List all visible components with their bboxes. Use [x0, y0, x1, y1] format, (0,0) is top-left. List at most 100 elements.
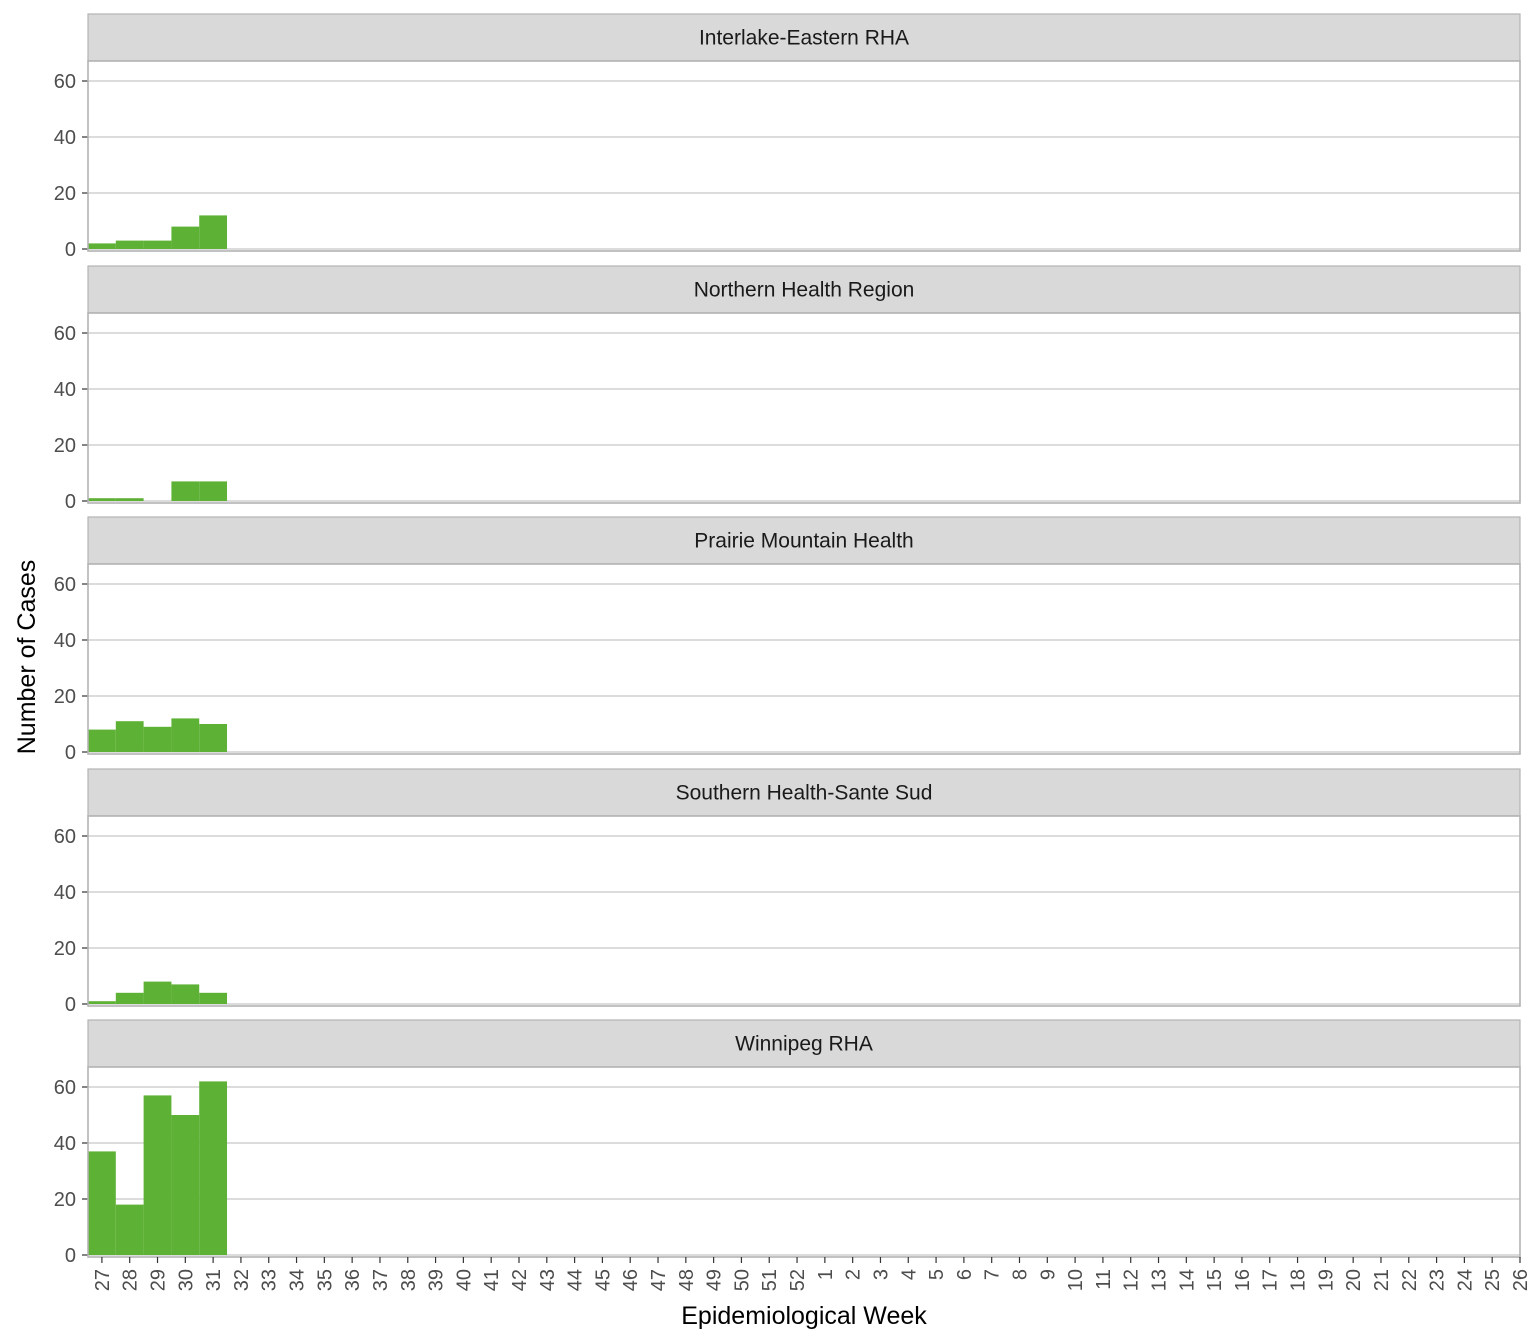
- x-tick-label: 11: [1093, 1269, 1115, 1290]
- y-tick-label: 20: [54, 183, 76, 205]
- panel-border: [87, 60, 1521, 252]
- bar: [115, 992, 144, 1004]
- x-axis-title: Epidemiological Week: [681, 1302, 927, 1330]
- panel-background: [88, 1067, 1520, 1257]
- x-tick-label: 28: [120, 1269, 142, 1291]
- panel-background: [88, 564, 1520, 754]
- y-tick-label: 60: [54, 1077, 76, 1099]
- x-tick-label: 40: [453, 1269, 475, 1291]
- x-tick-label: 49: [704, 1269, 726, 1291]
- x-tick-label: 41: [481, 1269, 503, 1291]
- x-tick-label: 23: [1427, 1269, 1449, 1291]
- y-tick-label: 20: [54, 686, 76, 708]
- x-tick-label: 50: [731, 1269, 753, 1291]
- bar: [143, 726, 172, 752]
- panel-1: Interlake-Eastern RHA 0 20 40 60: [54, 13, 1521, 261]
- y-tick-label: 40: [54, 882, 76, 904]
- x-tick-label: 32: [231, 1269, 253, 1291]
- x-tick-label: 24: [1454, 1269, 1476, 1291]
- panel-strip: [87, 13, 1521, 62]
- panel-background: [88, 313, 1520, 503]
- x-axis: 27 28 29 30 31 32 33 34 35 36 37 38 39 40 41 42 43 44 45 46…: [92, 1257, 1532, 1291]
- x-tick-label: 48: [676, 1269, 698, 1291]
- y-tick-label: 60: [54, 574, 76, 596]
- x-tick-label: 9: [1037, 1269, 1059, 1280]
- panel-background: [88, 61, 1520, 251]
- x-tick-label: 27: [92, 1269, 114, 1291]
- y-tick-label: 40: [54, 630, 76, 652]
- x-tick-label: 26: [1510, 1269, 1532, 1291]
- x-tick-label: 30: [175, 1269, 197, 1291]
- bar: [143, 1095, 172, 1255]
- bar: [171, 718, 200, 752]
- bar: [143, 981, 172, 1004]
- x-tick-label: 4: [898, 1269, 920, 1280]
- x-tick-label: 8: [1009, 1269, 1031, 1280]
- x-tick-label: 34: [287, 1269, 309, 1291]
- bar: [88, 498, 116, 501]
- x-tick-label: 6: [954, 1269, 976, 1280]
- x-tick-label: 15: [1204, 1269, 1226, 1291]
- bar: [88, 729, 116, 752]
- y-tick-label: 40: [54, 379, 76, 401]
- panel-title: Winnipeg RHA: [735, 1033, 873, 1056]
- panel-background: [88, 816, 1520, 1006]
- x-tick-label: 51: [759, 1269, 781, 1291]
- x-tick-label: 12: [1121, 1269, 1143, 1291]
- y-tick-label: 20: [54, 938, 76, 960]
- x-tick-label: 14: [1176, 1269, 1198, 1291]
- x-tick-label: 43: [537, 1269, 559, 1291]
- bar: [171, 226, 200, 249]
- x-tick-label: 44: [565, 1269, 587, 1291]
- panel-title: Southern Health-Sante Sud: [676, 782, 933, 805]
- x-tick-label: 19: [1315, 1269, 1337, 1291]
- bar: [115, 240, 144, 249]
- y-tick-label: 60: [54, 71, 76, 93]
- bar: [199, 481, 228, 501]
- bar: [115, 1204, 144, 1255]
- panel-title: Northern Health Region: [694, 279, 915, 302]
- x-tick-label: 10: [1065, 1269, 1087, 1291]
- x-tick-label: 25: [1482, 1269, 1504, 1291]
- panel-3: Prairie Mountain Health 0 20 40 60: [54, 516, 1521, 764]
- x-tick-label: 31: [203, 1269, 225, 1291]
- x-tick-label: 22: [1399, 1269, 1421, 1291]
- bar: [171, 481, 200, 501]
- x-tick-label: 45: [592, 1269, 614, 1291]
- x-tick-label: 20: [1343, 1269, 1365, 1291]
- y-tick-label: 0: [65, 239, 76, 261]
- bar: [199, 1081, 228, 1255]
- bar: [115, 721, 144, 752]
- x-tick-label: 47: [648, 1269, 670, 1291]
- panel-4: Southern Health-Sante Sud 0 20 40 60: [54, 768, 1521, 1016]
- x-tick-label: 17: [1260, 1269, 1282, 1291]
- y-tick-label: 40: [54, 127, 76, 149]
- bar: [199, 215, 228, 249]
- y-tick-label: 0: [65, 994, 76, 1016]
- x-tick-label: 46: [620, 1269, 642, 1291]
- panel-border: [87, 815, 1521, 1007]
- panel-border: [87, 312, 1521, 504]
- y-tick-label: 60: [54, 826, 76, 848]
- y-axis-title: Number of Cases: [13, 560, 41, 755]
- bar: [115, 498, 144, 501]
- y-tick-label: 0: [65, 742, 76, 764]
- x-tick-label: 52: [787, 1269, 809, 1291]
- panel-title: Prairie Mountain Health: [694, 530, 913, 553]
- x-tick-label: 1: [815, 1269, 837, 1280]
- bar: [88, 243, 116, 249]
- y-tick-label: 0: [65, 491, 76, 513]
- panel-strip: [87, 768, 1521, 817]
- x-tick-label: 36: [342, 1269, 364, 1291]
- y-tick-label: 60: [54, 323, 76, 345]
- bar: [171, 1115, 200, 1255]
- x-tick-label: 33: [259, 1269, 281, 1291]
- panel-5: Winnipeg RHA 0 20 40 60: [54, 1019, 1521, 1267]
- x-tick-label: 3: [870, 1269, 892, 1280]
- panel-strip: [87, 265, 1521, 314]
- y-tick-label: 40: [54, 1133, 76, 1155]
- bar: [143, 240, 172, 249]
- x-tick-label: 38: [398, 1269, 420, 1291]
- x-tick-label: 2: [843, 1269, 865, 1280]
